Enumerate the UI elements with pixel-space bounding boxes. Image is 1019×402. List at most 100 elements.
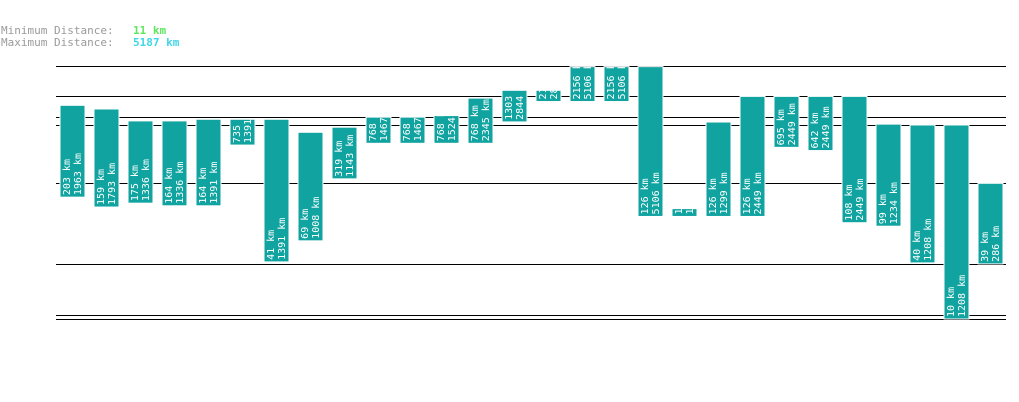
bar-min-label: 41 km [266, 230, 277, 260]
range-bar-group-12: 768 km 2345 km [467, 97, 494, 144]
bar-min-label: 735 km [232, 107, 243, 143]
bar-max-label: 2449 km [753, 172, 764, 214]
range-bar [127, 120, 154, 204]
bar-max-label: 1299 km [719, 172, 730, 214]
range-bar [399, 116, 426, 144]
bar-max-label: 2844 km [515, 78, 526, 120]
range-bar-group-5: 735 km 1391 km [229, 107, 256, 146]
range-bar-group-4: 164 km 1391 km [195, 118, 222, 207]
bar-min-label: 2156 km [572, 57, 583, 99]
bar-min-label: 126 km [708, 178, 719, 214]
bar-max-label: 1336 km [175, 162, 186, 204]
bar-min-label: 69 km [300, 209, 311, 239]
range-bar-group-8: 319 km 1143 km [331, 126, 358, 180]
range-bar-group-24: 99 km 1234 km [875, 123, 902, 227]
range-bar-group-1: 159 km 1793 km [93, 108, 120, 208]
bar-min-label: 40 km [912, 231, 923, 261]
max-distance-row: Maximum Distance: 5187 km [1, 37, 179, 49]
range-bar-group-7: 69 km 1008 km [297, 131, 324, 242]
bar-min-label: 175 km [130, 165, 141, 201]
bar-max-label: 2844 km [549, 57, 560, 99]
bar-max-label: 1524 km [447, 99, 458, 141]
range-bar-group-15: 2156 km 5106 km [569, 57, 596, 103]
range-bar [331, 126, 358, 180]
bar-min-label: 10 km [946, 287, 957, 317]
bar-min-label: 695 km [776, 109, 787, 145]
min-distance-value: 11 km [133, 24, 167, 37]
bar-max-label: 1208 km [923, 219, 934, 261]
bar-max-label: 5106 km [651, 172, 662, 214]
bar-min-label: 2156 km [538, 57, 549, 99]
bar-min-label: 126 km [742, 178, 753, 214]
range-bar-group-14: 2156 km 2844 km [535, 57, 562, 103]
range-bar-group-10: 768 km 1467 km [399, 116, 426, 144]
range-bar [705, 121, 732, 217]
bar-max-label: 5106 km [617, 57, 628, 99]
range-bar-group-22: 642 km 2449 km [807, 95, 834, 152]
bar-max-label: 1008 km [311, 197, 322, 239]
range-bar [875, 123, 902, 227]
range-bar-group-0: 203 km 1963 km [59, 104, 86, 198]
range-bar [671, 208, 698, 217]
range-bar-group-3: 164 km 1336 km [161, 120, 188, 207]
range-bar [229, 118, 256, 146]
range-bar-group-27: 39 km 286 km [977, 182, 1004, 265]
range-bar-group-23: 108 km 2449 km [841, 95, 868, 224]
bar-min-label: 108 km [844, 185, 855, 221]
range-bar [773, 95, 800, 148]
range-bar-group-17: 126 km 5106 km [637, 66, 664, 217]
bar-min-label: 126 km [674, 178, 685, 214]
bar-max-label: 2449 km [821, 106, 832, 148]
range-bar [841, 95, 868, 224]
max-distance-value: 5187 km [133, 36, 180, 49]
range-bar-group-11: 768 km 1524 km [433, 99, 460, 144]
range-bar-group-20: 126 km 2449 km [739, 95, 766, 217]
bar-min-label: 768 km [470, 105, 481, 141]
bar-max-label: 286 km [991, 226, 1002, 262]
bar-max-label: 1963 km [73, 153, 84, 195]
bar-max-label: 2449 km [855, 179, 866, 221]
range-bar [569, 66, 596, 103]
max-distance-label: Maximum Distance: [1, 36, 114, 49]
bar-min-label: 99 km [878, 194, 889, 224]
range-bar [977, 182, 1004, 265]
bar-min-label: 1303 km [504, 78, 515, 120]
bar-min-label: 39 km [980, 232, 991, 262]
range-bar [909, 124, 936, 264]
range-bar [59, 104, 86, 198]
range-bar-group-21: 695 km 2449 km [773, 95, 800, 148]
range-bar [739, 95, 766, 217]
bar-min-label: 768 km [436, 105, 447, 141]
bar-max-label: 1208 km [957, 275, 968, 317]
range-bar [467, 97, 494, 144]
bar-min-label: 203 km [62, 159, 73, 195]
bar-max-label: 1467 km [379, 99, 390, 141]
bar-min-label: 2156 km [606, 57, 617, 99]
range-bar [161, 120, 188, 207]
range-bar [433, 115, 460, 144]
range-bar-group-18: 126 km 153 km [671, 178, 698, 217]
range-bar [603, 66, 630, 103]
bar-min-label: 164 km [164, 168, 175, 204]
bar-max-label: 1793 km [107, 163, 118, 205]
bar-min-label: 642 km [810, 112, 821, 148]
bar-min-label: 126 km [640, 178, 651, 214]
bar-min-label: 768 km [368, 105, 379, 141]
range-bar-group-16: 2156 km 5106 km [603, 57, 630, 103]
range-bar-group-25: 40 km 1208 km [909, 124, 936, 264]
chart-bars: 203 km 1963 km 159 km 1793 km 175 km 1336 km 1… [59, 57, 1004, 320]
range-bar-group-6: 41 km 1391 km [263, 118, 290, 263]
range-bar [501, 89, 528, 123]
bar-max-label: 1391 km [209, 162, 220, 204]
bar-max-label: 153 km [685, 178, 696, 214]
range-bar [535, 89, 562, 103]
bar-max-label: 2345 km [481, 99, 492, 141]
range-bar [263, 118, 290, 263]
range-bar [637, 66, 664, 217]
range-bar [365, 116, 392, 144]
range-bar-group-19: 126 km 1299 km [705, 121, 732, 217]
distance-stats: Minimum Distance: 11 km Maximum Distance:… [1, 25, 179, 49]
min-distance-row: Minimum Distance: 11 km [1, 25, 179, 37]
bar-max-label: 1336 km [141, 159, 152, 201]
